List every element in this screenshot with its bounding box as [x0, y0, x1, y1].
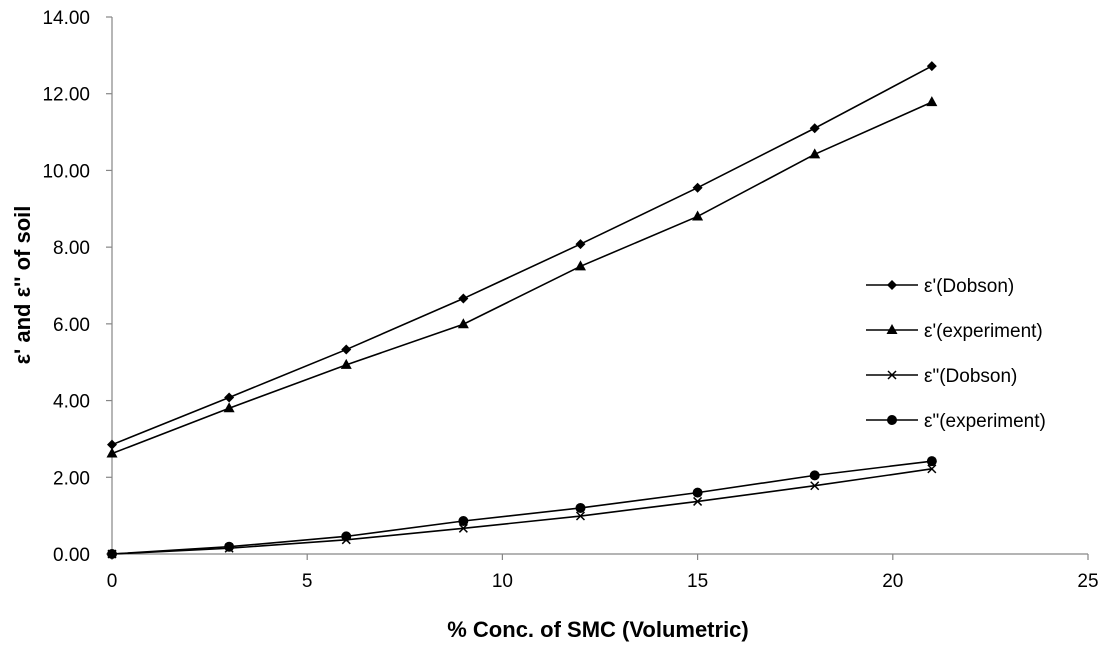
- data-point: [458, 523, 468, 533]
- legend-entry: ε'(experiment): [866, 321, 1043, 342]
- data-point: [224, 541, 235, 552]
- x-tick-label: 20: [882, 571, 903, 592]
- x-tick-label: 25: [1077, 571, 1098, 592]
- series-line: [111, 65, 933, 446]
- data-point: [575, 511, 586, 521]
- legend-label: ε'(experiment): [924, 321, 1043, 342]
- series-1: [107, 61, 937, 450]
- legend-marker: [887, 370, 897, 380]
- y-tick-label: 2.00: [53, 468, 90, 489]
- data-point: [458, 516, 469, 527]
- legend-marker: [887, 280, 897, 290]
- series-group: [106, 61, 938, 559]
- x-marker-stroke: [575, 511, 586, 521]
- legend-label: ε'(Dobson): [924, 276, 1014, 297]
- series-2: [106, 96, 938, 458]
- data-point: [458, 293, 469, 304]
- data-point: [107, 439, 117, 450]
- y-tick-label: 14.00: [42, 8, 90, 29]
- y-tick-label: 10.00: [42, 161, 90, 182]
- y-tick-label: 6.00: [53, 315, 90, 336]
- data-point: [692, 182, 703, 193]
- data-point: [926, 61, 937, 72]
- x-marker-stroke: [887, 370, 897, 380]
- data-point: [223, 402, 235, 413]
- data-point: [575, 502, 586, 513]
- x-tick-label: 0: [107, 571, 118, 592]
- series-line: [111, 101, 933, 455]
- axes: [106, 16, 1089, 560]
- data-point: [107, 549, 117, 559]
- data-point: [926, 96, 938, 107]
- data-point: [927, 464, 937, 474]
- x-marker-stroke: [810, 481, 820, 491]
- data-point: [692, 210, 704, 221]
- x-tick-label: 15: [687, 571, 708, 592]
- data-point: [809, 470, 820, 481]
- series-line: [111, 468, 932, 555]
- y-axis-title: ε' and ε'' of soil: [10, 206, 35, 365]
- data-point: [574, 260, 586, 271]
- series-4: [107, 456, 937, 559]
- legend-label: ε"(experiment): [924, 411, 1046, 432]
- legend-marker: [886, 324, 898, 334]
- data-point: [809, 148, 821, 159]
- data-point: [340, 358, 352, 369]
- x-tick-label: 5: [302, 571, 313, 592]
- data-point: [810, 481, 820, 491]
- legend-entry: ε'(Dobson): [866, 276, 1014, 297]
- x-marker-stroke: [927, 464, 937, 474]
- data-point: [575, 239, 586, 250]
- data-point: [809, 123, 820, 134]
- y-tick-label: 0.00: [53, 545, 90, 566]
- series-line: [111, 460, 932, 555]
- legend-marker: [887, 415, 897, 425]
- x-marker-stroke: [693, 496, 703, 506]
- data-point: [341, 344, 352, 355]
- data-point: [224, 392, 235, 403]
- data-point: [106, 447, 118, 458]
- data-point: [341, 531, 352, 542]
- y-tick-label: 12.00: [42, 85, 90, 106]
- tick-labels: 0 5 10 15 20 25 0.00 2.00 4.00 6.00 8.00 10.00 12.00…: [42, 8, 1098, 592]
- data-point: [692, 487, 703, 498]
- legend-entry: ε"(Dobson): [866, 366, 1017, 387]
- data-point: [926, 456, 937, 467]
- y-tick-label: 8.00: [53, 238, 90, 259]
- x-axis-title: % Conc. of SMC (Volumetric): [447, 617, 749, 642]
- x-tick-label: 10: [492, 571, 513, 592]
- data-point: [457, 318, 469, 329]
- legend-label: ε"(Dobson): [924, 366, 1017, 387]
- legend: ε'(Dobson) ε'(experiment) ε"(Dobson) ε"(exp…: [866, 276, 1046, 432]
- data-point: [693, 496, 703, 506]
- y-tick-label: 4.00: [53, 392, 90, 413]
- legend-entry: ε"(experiment): [866, 411, 1046, 432]
- x-marker-stroke: [458, 523, 468, 533]
